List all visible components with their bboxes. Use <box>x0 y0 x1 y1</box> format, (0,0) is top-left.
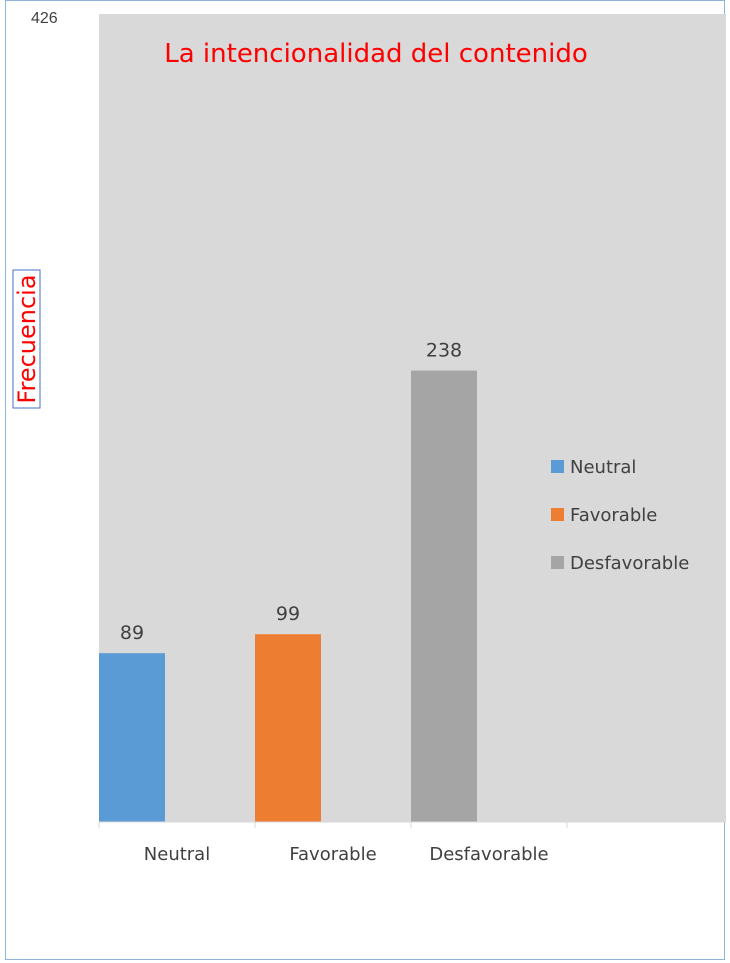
data-label-desfavorable: 238 <box>426 340 462 362</box>
legend-swatch-neutral <box>551 460 564 473</box>
legend-label-favorable: Favorable <box>570 505 657 526</box>
bar-neutral <box>99 653 165 822</box>
category-label-neutral: Neutral <box>144 844 210 865</box>
category-label-desfavorable: Desfavorable <box>429 844 548 865</box>
data-labels: 89 99 238 <box>120 340 462 645</box>
data-label-favorable: 99 <box>276 603 300 625</box>
x-axis-ticks <box>98 822 568 828</box>
legend: Neutral Favorable Desfavorable <box>551 457 689 574</box>
category-label-favorable: Favorable <box>289 844 376 865</box>
category-labels: Neutral Favorable Desfavorable <box>144 844 549 865</box>
legend-swatch-favorable <box>551 508 564 521</box>
legend-label-neutral: Neutral <box>570 457 636 478</box>
y-axis-title: Frecuencia <box>12 269 41 409</box>
legend-label-desfavorable: Desfavorable <box>570 553 689 574</box>
y-axis-max-tick-label: 426 <box>31 10 58 27</box>
chart-title: La intencionalidad del contenido <box>164 39 588 69</box>
y-axis-title-text: Frecuencia <box>13 274 41 403</box>
bar-favorable <box>255 634 321 822</box>
data-label-neutral: 89 <box>120 622 144 644</box>
y-axis-title-box <box>12 269 41 409</box>
bars <box>99 370 477 822</box>
legend-swatch-desfavorable <box>551 556 564 569</box>
bar-desfavorable <box>411 370 477 822</box>
